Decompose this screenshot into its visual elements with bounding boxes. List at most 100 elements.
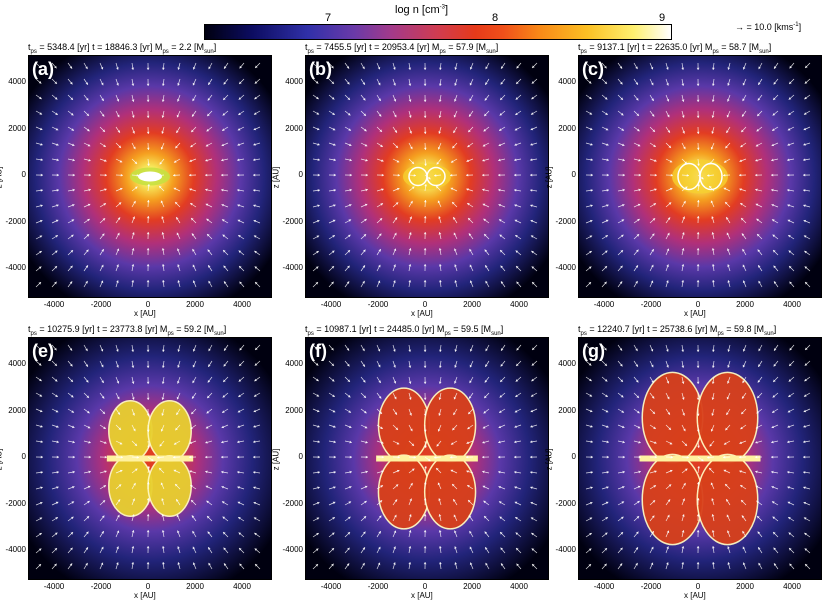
velocity-arrowhead xyxy=(87,410,90,414)
velocity-arrowhead xyxy=(255,564,258,567)
velocity-arrowhead xyxy=(669,469,673,473)
velocity-arrowhead xyxy=(804,96,807,100)
velocity-arrowhead xyxy=(454,264,457,267)
velocity-arrowhead xyxy=(637,218,640,222)
velocity-arrowhead xyxy=(711,546,715,549)
velocity-arrowhead xyxy=(365,440,368,444)
velocity-arrowhead xyxy=(332,517,335,520)
velocity-arrowhead xyxy=(622,173,625,177)
velocity-arrowhead xyxy=(118,202,122,205)
velocity-arrowhead xyxy=(788,112,791,116)
z-axis-label: z [AU] xyxy=(0,166,4,188)
velocity-arrowhead xyxy=(116,114,120,118)
velocity-arrowhead xyxy=(192,248,195,252)
velocity-arrowhead xyxy=(696,248,700,251)
velocity-arrowhead xyxy=(146,115,150,118)
velocity-arrowhead xyxy=(347,532,351,535)
velocity-arrowhead xyxy=(501,66,504,69)
velocity-arrowhead xyxy=(773,363,777,367)
x-tick-label: 2000 xyxy=(186,300,204,309)
legend-arrow-end: ] xyxy=(798,22,802,32)
x-tick-label: 0 xyxy=(145,300,151,309)
velocity-arrowhead xyxy=(55,409,59,413)
velocity-arrowhead xyxy=(207,395,210,399)
velocity-arrowhead xyxy=(72,486,75,489)
velocity-arrowhead xyxy=(423,498,427,501)
velocity-arrowhead xyxy=(116,396,120,400)
velocity-arrowhead xyxy=(423,280,427,283)
velocity-arrowhead xyxy=(758,280,761,284)
velocity-arrowhead xyxy=(499,128,502,131)
velocity-arrowhead xyxy=(253,486,256,490)
velocity-arrowhead xyxy=(666,248,670,252)
velocity-arrowhead xyxy=(72,455,75,459)
velocity-arrowhead xyxy=(606,455,609,459)
velocity-arrowhead xyxy=(161,232,165,235)
velocity-arrowhead xyxy=(789,548,792,551)
velocity-arrowhead xyxy=(789,266,792,269)
legend-arrow-icon: → xyxy=(735,22,744,32)
velocity-arrowhead xyxy=(725,145,728,149)
velocity-arrowhead xyxy=(755,188,758,192)
velocity-arrowhead xyxy=(189,159,193,163)
velocity-arrowhead xyxy=(516,81,519,85)
z-tick-label: 0 xyxy=(298,452,303,461)
mass-value: = 57.9 [M xyxy=(445,42,487,52)
velocity-arrowhead xyxy=(681,349,685,352)
velocity-arrowhead xyxy=(378,515,382,519)
msun-sub: sun xyxy=(759,48,769,55)
velocity-arrowhead xyxy=(709,467,712,471)
velocity-arrowhead xyxy=(650,348,654,352)
x-axis-label: x [AU] xyxy=(134,309,156,318)
velocity-arrowhead xyxy=(696,381,700,384)
velocity-arrowhead xyxy=(423,200,427,203)
velocity-arrowhead xyxy=(773,250,776,253)
velocity-arrowhead xyxy=(498,203,502,207)
velocity-arrowhead xyxy=(756,218,759,222)
z-tick-label: 2000 xyxy=(558,123,576,133)
velocity-arrowhead xyxy=(531,81,535,84)
velocity-arrowhead xyxy=(620,547,623,551)
velocity-arrowhead xyxy=(787,409,791,413)
velocity-arrowhead xyxy=(638,455,641,459)
velocity-arrowhead xyxy=(161,397,165,400)
velocity-arrowhead xyxy=(238,235,241,238)
velocity-arrowhead xyxy=(131,530,135,533)
velocity-arrowhead xyxy=(173,455,176,459)
velocity-arrowhead xyxy=(315,363,319,366)
velocity-arrowhead xyxy=(347,112,351,116)
velocity-arrowhead xyxy=(482,144,486,147)
velocity-arrowhead xyxy=(347,394,351,398)
velocity-arrowhead xyxy=(56,173,59,177)
panel-frame xyxy=(28,55,272,298)
velocity-arrowhead xyxy=(190,144,193,148)
velocity-arrowhead xyxy=(803,425,806,428)
velocity-arrowhead xyxy=(498,425,502,429)
velocity-arrowhead xyxy=(131,514,135,517)
velocity-arrowhead xyxy=(222,395,226,398)
x-tick-label: 2000 xyxy=(463,582,481,591)
velocity-arrowhead xyxy=(651,98,654,101)
colorbar-label: log n [cm-3] xyxy=(395,4,448,16)
velocity-arrowhead xyxy=(315,347,318,350)
velocity-arrowhead xyxy=(40,471,43,474)
velocity-arrowhead xyxy=(394,514,397,518)
x-tick-label: -2000 xyxy=(640,582,662,591)
velocity-arrowhead xyxy=(191,218,194,221)
velocity-arrowhead xyxy=(683,482,686,486)
velocity-arrowhead xyxy=(635,82,638,85)
velocity-arrowhead xyxy=(670,455,673,459)
velocity-arrowhead xyxy=(590,173,593,177)
velocity-arrowhead xyxy=(739,470,742,473)
velocity-arrowhead xyxy=(530,204,533,208)
velocity-arrowhead xyxy=(147,445,150,448)
velocity-arrowhead xyxy=(333,470,336,474)
velocity-arrowhead xyxy=(177,99,180,102)
velocity-arrowhead xyxy=(589,409,593,413)
velocity-arrowhead xyxy=(208,364,211,367)
velocity-arrowhead xyxy=(742,280,746,284)
velocity-arrowhead xyxy=(590,440,593,444)
velocity-arrowhead xyxy=(697,184,701,187)
velocity-arrowhead xyxy=(104,159,107,162)
tps-sub: ps xyxy=(580,330,587,337)
